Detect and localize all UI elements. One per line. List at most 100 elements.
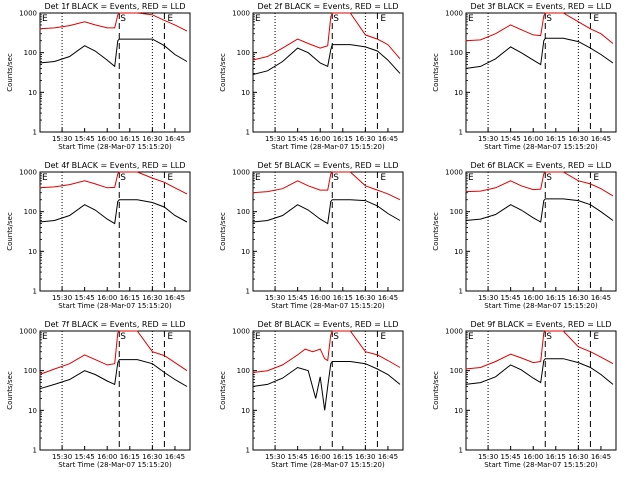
- x-tick-label: 16:30: [355, 294, 375, 302]
- y-tick-label: 1: [33, 447, 37, 455]
- x-axis-label: Start Time (28-Mar-07 15:15:20): [58, 461, 172, 469]
- x-tick-label: 16:30: [355, 135, 375, 143]
- x-tick-label: 16:30: [142, 135, 162, 143]
- end-marker-right: E: [593, 332, 599, 342]
- y-tick-label: 1000: [445, 328, 463, 336]
- start-marker: S: [120, 332, 126, 342]
- lld-series-line: [252, 171, 401, 201]
- x-tick-label: 16:15: [546, 294, 566, 302]
- x-tick-label: 15:45: [288, 453, 308, 461]
- x-tick-label: 15:30: [52, 135, 72, 143]
- end-marker-left: E: [42, 173, 48, 183]
- lld-series-line: [465, 171, 614, 197]
- x-tick-label: 16:15: [546, 453, 566, 461]
- y-tick-label: 1000: [19, 169, 37, 177]
- end-marker-right: E: [380, 173, 386, 183]
- x-axis-label: Start Time (28-Mar-07 15:15:20): [271, 302, 385, 310]
- y-tick-label: 10: [241, 89, 250, 97]
- end-marker-left: E: [468, 14, 474, 24]
- x-tick-label: 16:30: [355, 453, 375, 461]
- x-tick-label: 16:15: [546, 135, 566, 143]
- start-marker: S: [120, 14, 126, 24]
- x-tick-label: 15:30: [52, 294, 72, 302]
- y-tick-label: 1: [459, 288, 463, 296]
- x-tick-label: 15:45: [501, 453, 521, 461]
- events-series-line: [39, 359, 188, 390]
- x-tick-label: 16:15: [333, 135, 353, 143]
- x-tick-label: 16:45: [378, 294, 398, 302]
- x-tick-label: 16:15: [120, 135, 140, 143]
- x-tick-label: 16:00: [97, 453, 117, 461]
- panel-det-8f: Det 8f BLACK = Events, RED = LLD 1 10 100 10…: [219, 320, 404, 469]
- y-tick-label: 10: [241, 248, 250, 256]
- events-series-line: [252, 199, 401, 225]
- lld-series-line: [39, 330, 188, 375]
- end-marker-right: E: [380, 332, 386, 342]
- lld-series-line: [39, 12, 188, 32]
- y-tick-label: 10: [454, 89, 463, 97]
- plot-frame: [465, 12, 617, 133]
- y-axis-label: Counts/sec: [219, 371, 227, 410]
- y-tick-label: 100: [450, 208, 463, 216]
- panel-title: Det 7f BLACK = Events, RED = LLD: [44, 320, 185, 329]
- y-tick-label: 1: [246, 288, 250, 296]
- events-series-line: [465, 198, 614, 223]
- plot-frame: [465, 171, 617, 292]
- y-tick-label: 1: [459, 129, 463, 137]
- panel-title: Det 2f BLACK = Events, RED = LLD: [257, 2, 398, 11]
- x-tick-label: 15:45: [75, 135, 95, 143]
- plot-frame: [465, 330, 617, 451]
- lld-series-line: [252, 12, 401, 61]
- x-tick-label: 15:45: [501, 294, 521, 302]
- x-tick-label: 16:15: [333, 294, 353, 302]
- x-tick-label: 15:30: [265, 135, 285, 143]
- panel-det-2f: Det 2f BLACK = Events, RED = LLD 1 10 100 10…: [219, 2, 404, 151]
- y-axis-label: Counts/sec: [432, 371, 440, 410]
- lld-series-line: [465, 12, 614, 44]
- events-series-line: [39, 199, 188, 225]
- end-marker-right: E: [593, 173, 599, 183]
- plot-frame: [39, 12, 191, 133]
- x-tick-label: 16:30: [568, 135, 588, 143]
- y-axis-label: Counts/sec: [6, 212, 14, 251]
- y-tick-label: 100: [237, 367, 250, 375]
- y-axis-label: Counts/sec: [6, 53, 14, 92]
- panel-title: Det 5f BLACK = Events, RED = LLD: [257, 161, 398, 170]
- plot-frame: [252, 12, 404, 133]
- x-tick-label: 16:45: [165, 135, 185, 143]
- y-axis-label: Counts/sec: [219, 53, 227, 92]
- lld-series-line: [39, 171, 188, 195]
- events-series-line: [39, 38, 188, 68]
- panel-title: Det 9f BLACK = Events, RED = LLD: [470, 320, 611, 329]
- panel-title: Det 3f BLACK = Events, RED = LLD: [470, 2, 611, 11]
- x-tick-label: 15:45: [75, 294, 95, 302]
- x-tick-label: 16:45: [165, 453, 185, 461]
- y-axis-label: Counts/sec: [219, 212, 227, 251]
- x-axis-label: Start Time (28-Mar-07 15:15:20): [58, 143, 172, 151]
- plot-frame: [252, 171, 404, 292]
- y-tick-label: 10: [454, 248, 463, 256]
- panel-title: Det 8f BLACK = Events, RED = LLD: [257, 320, 398, 329]
- panel-title: Det 4f BLACK = Events, RED = LLD: [44, 161, 185, 170]
- start-marker: S: [546, 332, 552, 342]
- x-axis-label: Start Time (28-Mar-07 15:15:20): [271, 143, 385, 151]
- end-marker-left: E: [255, 332, 261, 342]
- x-tick-label: 16:45: [591, 453, 611, 461]
- start-marker: S: [546, 173, 552, 183]
- start-marker: S: [333, 14, 339, 24]
- events-series-line: [465, 37, 614, 69]
- y-tick-label: 1: [33, 129, 37, 137]
- x-axis-label: Start Time (28-Mar-07 15:15:20): [58, 302, 172, 310]
- x-tick-label: 16:00: [310, 135, 330, 143]
- panel-det-7f: Det 7f BLACK = Events, RED = LLD 1 10 100 10…: [6, 320, 191, 469]
- x-tick-label: 16:45: [165, 294, 185, 302]
- y-tick-label: 1: [246, 129, 250, 137]
- x-tick-label: 16:30: [142, 453, 162, 461]
- x-tick-label: 15:30: [478, 294, 498, 302]
- x-tick-label: 15:30: [478, 453, 498, 461]
- y-tick-label: 1000: [445, 169, 463, 177]
- y-tick-label: 100: [24, 49, 37, 57]
- x-tick-label: 16:30: [142, 294, 162, 302]
- y-tick-label: 100: [24, 208, 37, 216]
